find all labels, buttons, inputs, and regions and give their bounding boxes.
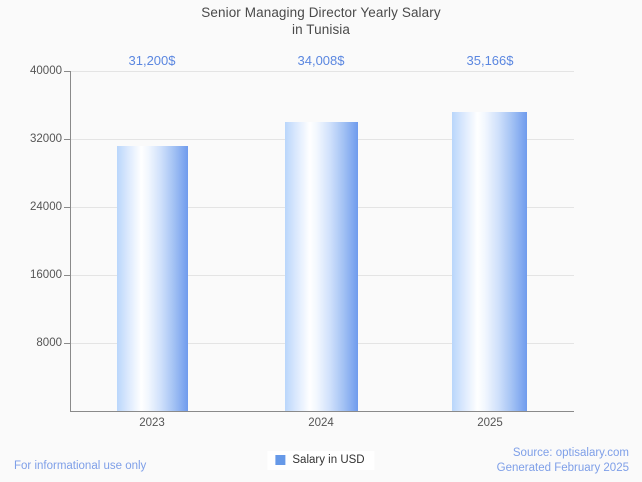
value-label-2024: 34,008$ xyxy=(297,53,345,68)
x-tick-label-2024: 2024 xyxy=(308,417,334,429)
y-tick-label-40000: 40000 xyxy=(30,65,62,77)
x-tick-label-2025: 2025 xyxy=(477,417,503,429)
plot-area xyxy=(70,71,574,411)
bar-2025[interactable] xyxy=(452,112,527,411)
y-tick-label-24000: 24000 xyxy=(30,201,62,213)
generated-text: Generated February 2025 xyxy=(496,462,629,474)
bar-2023[interactable] xyxy=(117,146,188,411)
y-tick-label-32000: 32000 xyxy=(30,133,62,145)
y-tick-mark-8000 xyxy=(64,343,70,344)
chart-title: Senior Managing Director Yearly Salary i… xyxy=(0,4,642,38)
y-tick-mark-24000 xyxy=(64,207,70,208)
y-tick-mark-40000 xyxy=(64,71,70,72)
value-label-2025: 35,166$ xyxy=(466,53,514,68)
chart-legend[interactable]: Salary in USD xyxy=(267,451,375,470)
x-tick-label-2023: 2023 xyxy=(139,417,165,429)
y-tick-mark-16000 xyxy=(64,275,70,276)
value-label-2023: 31,200$ xyxy=(128,53,176,68)
legend-item-label: Salary in USD xyxy=(292,454,365,466)
x-axis-line xyxy=(70,411,574,412)
y-tick-label-8000: 8000 xyxy=(36,337,62,349)
source-text: Source: optisalary.com xyxy=(512,447,629,459)
gridline-40000 xyxy=(70,71,574,72)
chart-title-line-1: Senior Managing Director Yearly Salary xyxy=(201,5,441,20)
source-block: Source: optisalary.com Generated Februar… xyxy=(497,446,629,476)
y-tick-mark-32000 xyxy=(64,139,70,140)
bar-2024[interactable] xyxy=(285,122,358,411)
y-axis-line xyxy=(70,71,71,412)
y-tick-label-16000: 16000 xyxy=(30,269,62,281)
disclaimer-text: For informational use only xyxy=(14,460,147,472)
legend-swatch-icon xyxy=(275,455,286,465)
chart-title-line-2: in Tunisia xyxy=(291,22,351,37)
